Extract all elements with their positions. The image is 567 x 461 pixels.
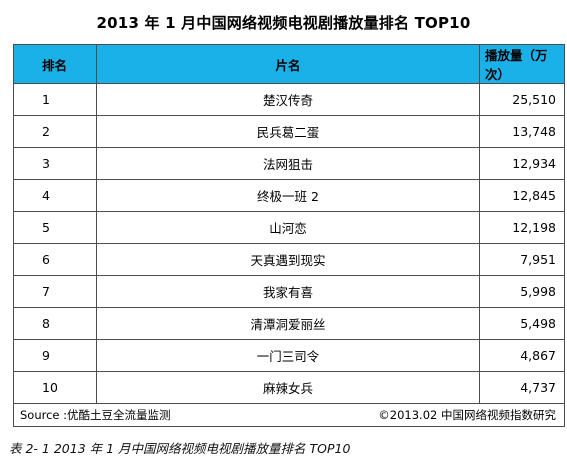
row-title: 我家有喜 bbox=[96, 275, 480, 308]
header-views: 播放量（万次） bbox=[479, 44, 565, 84]
row-rank: 9 bbox=[13, 339, 97, 372]
row-title: 天真遇到现实 bbox=[96, 243, 480, 276]
table-row: 1 楚汉传奇 25,510 bbox=[13, 83, 565, 116]
row-views: 5,498 bbox=[479, 307, 565, 340]
source-row: Source :优酷土豆全流量监测 ©2013.02 中国网络视频指数研究 bbox=[13, 403, 565, 427]
source-cell: Source :优酷土豆全流量监测 ©2013.02 中国网络视频指数研究 bbox=[13, 403, 565, 427]
table-row: 5 山河恋 12,198 bbox=[13, 211, 565, 244]
source-label: Source :优酷土豆全流量监测 bbox=[20, 408, 171, 422]
row-views: 4,737 bbox=[479, 371, 565, 404]
row-views: 12,934 bbox=[479, 147, 565, 180]
row-rank: 1 bbox=[13, 83, 97, 116]
row-rank: 8 bbox=[13, 307, 97, 340]
row-views: 7,951 bbox=[479, 243, 565, 276]
ranking-table: 排名 片名 播放量（万次） 1 楚汉传奇 25,510 2 民兵葛二蛋 13,7… bbox=[13, 44, 565, 427]
table-row: 7 我家有喜 5,998 bbox=[13, 275, 565, 308]
table-row: 2 民兵葛二蛋 13,748 bbox=[13, 115, 565, 148]
row-title: 楚汉传奇 bbox=[96, 83, 480, 116]
row-title: 麻辣女兵 bbox=[96, 371, 480, 404]
row-title: 一门三司令 bbox=[96, 339, 480, 372]
row-rank: 5 bbox=[13, 211, 97, 244]
row-rank: 2 bbox=[13, 115, 97, 148]
row-rank: 3 bbox=[13, 147, 97, 180]
row-title: 清潭洞爱丽丝 bbox=[96, 307, 480, 340]
row-title: 山河恋 bbox=[96, 211, 480, 244]
row-title: 法网狙击 bbox=[96, 147, 480, 180]
table-row: 9 一门三司令 4,867 bbox=[13, 339, 565, 372]
row-rank: 6 bbox=[13, 243, 97, 276]
row-views: 5,998 bbox=[479, 275, 565, 308]
row-views: 12,845 bbox=[479, 179, 565, 212]
row-rank: 4 bbox=[13, 179, 97, 212]
header-title: 片名 bbox=[96, 44, 480, 84]
row-rank: 10 bbox=[13, 371, 97, 404]
table-header-row: 排名 片名 播放量（万次） bbox=[13, 44, 565, 84]
row-views: 12,198 bbox=[479, 211, 565, 244]
table-row: 3 法网狙击 12,934 bbox=[13, 147, 565, 180]
copyright-label: ©2013.02 中国网络视频指数研究 bbox=[378, 408, 556, 422]
table-row: 10 麻辣女兵 4,737 bbox=[13, 371, 565, 404]
row-title: 终极一班 2 bbox=[96, 179, 480, 212]
row-views: 25,510 bbox=[479, 83, 565, 116]
table-row: 8 清潭洞爱丽丝 5,498 bbox=[13, 307, 565, 340]
table-row: 6 天真遇到现实 7,951 bbox=[13, 243, 565, 276]
table-caption: 表 2- 1 2013 年 1 月中国网络视频电视剧播放量排名 TOP10 bbox=[9, 441, 351, 456]
row-views: 13,748 bbox=[479, 115, 565, 148]
table-title: 2013 年 1 月中国网络视频电视剧播放量排名 TOP10 bbox=[96, 14, 471, 32]
row-views: 4,867 bbox=[479, 339, 565, 372]
table-row: 4 终极一班 2 12,845 bbox=[13, 179, 565, 212]
header-rank: 排名 bbox=[13, 44, 97, 84]
row-rank: 7 bbox=[13, 275, 97, 308]
row-title: 民兵葛二蛋 bbox=[96, 115, 480, 148]
